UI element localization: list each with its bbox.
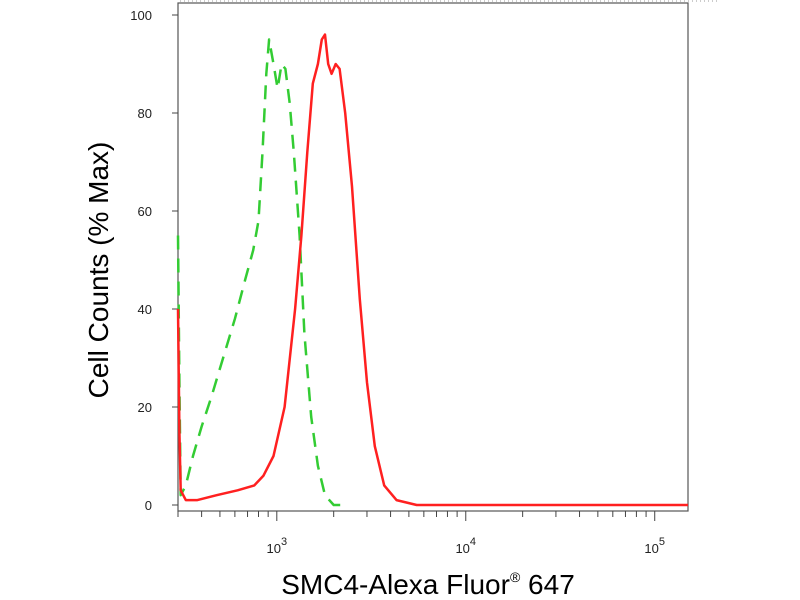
x-tick-label-base: 10 xyxy=(455,541,469,556)
y-tick-label: 40 xyxy=(138,302,152,317)
x-tick-label: 105 xyxy=(644,536,665,556)
y-tick-label: 80 xyxy=(138,106,152,121)
x-tick-label: 104 xyxy=(455,536,476,556)
y-tick-label: 100 xyxy=(130,8,152,23)
control-histogram-line xyxy=(176,38,349,507)
y-tick-label: 60 xyxy=(138,204,152,219)
y-tick-label: 0 xyxy=(145,498,152,513)
x-axis-title-main: SMC4-Alexa Fluor xyxy=(281,569,510,600)
x-tick-label-exponent: 3 xyxy=(281,536,287,548)
y-axis-ticks: 0 20 40 60 80 100 xyxy=(130,8,178,513)
x-tick-label-exponent: 5 xyxy=(659,536,665,548)
x-axis-title-suffix: 647 xyxy=(520,569,575,600)
y-tick-label: 20 xyxy=(138,400,152,415)
series-layer xyxy=(176,33,688,507)
sample-histogram-line xyxy=(176,33,688,507)
plot-frame xyxy=(177,2,689,512)
y-axis-title: Cell Counts (% Max) xyxy=(83,142,114,399)
x-tick-label: 103 xyxy=(267,536,288,556)
x-tick-label-base: 10 xyxy=(267,541,281,556)
x-axis-ticks: 103 104 105 xyxy=(177,511,665,556)
x-axis-title-superscript: ® xyxy=(510,569,521,585)
x-axis-title: SMC4-Alexa Fluor® 647 xyxy=(281,569,575,600)
x-tick-label-base: 10 xyxy=(644,541,658,556)
x-tick-label-exponent: 4 xyxy=(470,536,476,548)
